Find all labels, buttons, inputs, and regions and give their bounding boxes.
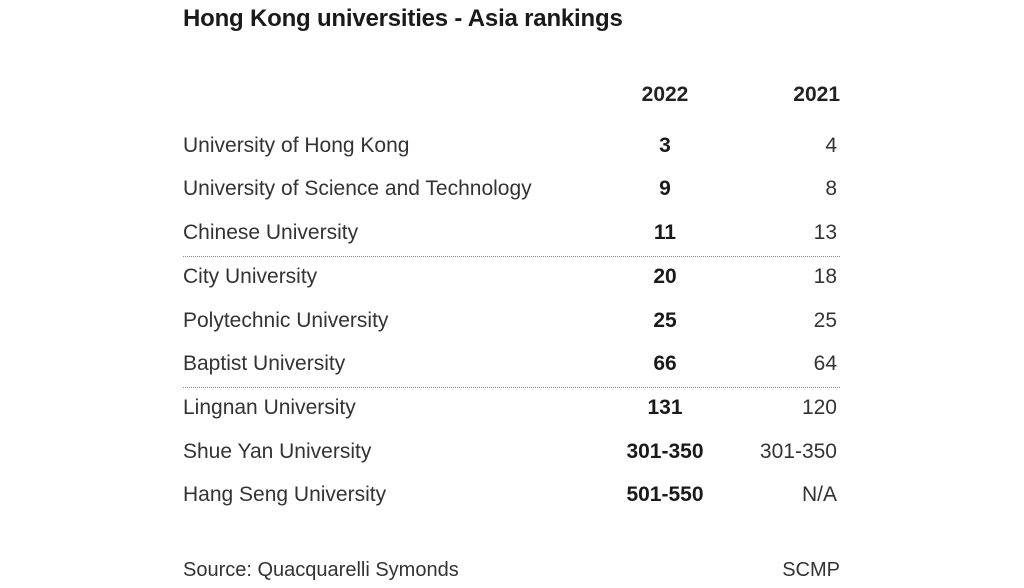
table-row: Baptist University 66 64 bbox=[183, 344, 840, 387]
rank-2022-value: 11 bbox=[653, 220, 677, 244]
table-row: Chinese University 11 13 bbox=[183, 213, 840, 256]
table-row: City University 20 18 bbox=[183, 256, 840, 300]
table-row: Hang Seng University 501-550 N/A bbox=[183, 475, 840, 518]
rank-2021-value: 25 bbox=[813, 308, 837, 332]
rank-2021-value: 120 bbox=[801, 396, 837, 420]
university-name: Baptist University bbox=[183, 351, 346, 375]
table-row: University of Hong Kong 3 4 bbox=[183, 126, 840, 169]
rank-2021-value: 4 bbox=[825, 134, 837, 157]
university-name: Hang Seng University bbox=[183, 483, 387, 507]
rank-2022-value: 25 bbox=[653, 308, 677, 332]
column-header-2021: 2021 bbox=[793, 83, 840, 106]
rank-2021-value: 301-350 bbox=[759, 439, 837, 463]
university-name: Polytechnic University bbox=[183, 308, 389, 332]
rank-2022-value: 66 bbox=[653, 351, 677, 375]
university-name: Chinese University bbox=[183, 220, 359, 244]
table-row: Polytechnic University 25 25 bbox=[183, 301, 840, 344]
university-name: University of Hong Kong bbox=[183, 134, 410, 157]
rank-2022-value: 501-550 bbox=[626, 483, 704, 507]
university-name: City University bbox=[183, 265, 318, 289]
rank-2022-value: 131 bbox=[647, 396, 683, 420]
chart-title: Hong Kong universities - Asia rankings bbox=[183, 5, 623, 32]
table-body: University of Hong Kong 3 4 University of S… bbox=[183, 126, 840, 519]
rank-2021-value: 18 bbox=[813, 265, 837, 289]
source-note: Source: Quacquarelli Symonds bbox=[183, 559, 459, 581]
university-name: University of Science and Technology bbox=[183, 177, 532, 201]
rank-2022-value: 3 bbox=[659, 134, 671, 157]
credit-label: SCMP bbox=[782, 559, 840, 581]
rank-2022-value: 9 bbox=[659, 177, 671, 201]
rank-2021-value: 13 bbox=[813, 220, 837, 244]
table-row: Shue Yan University 301-350 301-350 bbox=[183, 432, 840, 475]
table-row: Lingnan University 131 120 bbox=[183, 387, 840, 431]
rank-2022-value: 301-350 bbox=[626, 439, 704, 463]
column-header-2022: 2022 bbox=[641, 83, 689, 106]
rank-2022-value: 20 bbox=[653, 265, 677, 289]
table-row: University of Science and Technology 9 8 bbox=[183, 169, 840, 212]
rankings-table-figure: Hong Kong universities - Asia rankings 2… bbox=[183, 0, 840, 588]
university-name: Lingnan University bbox=[183, 396, 356, 420]
rank-2021-value: 64 bbox=[813, 351, 837, 375]
rank-2021-value: 8 bbox=[825, 177, 837, 201]
rank-2021-value: N/A bbox=[801, 483, 837, 507]
university-name: Shue Yan University bbox=[183, 439, 372, 463]
